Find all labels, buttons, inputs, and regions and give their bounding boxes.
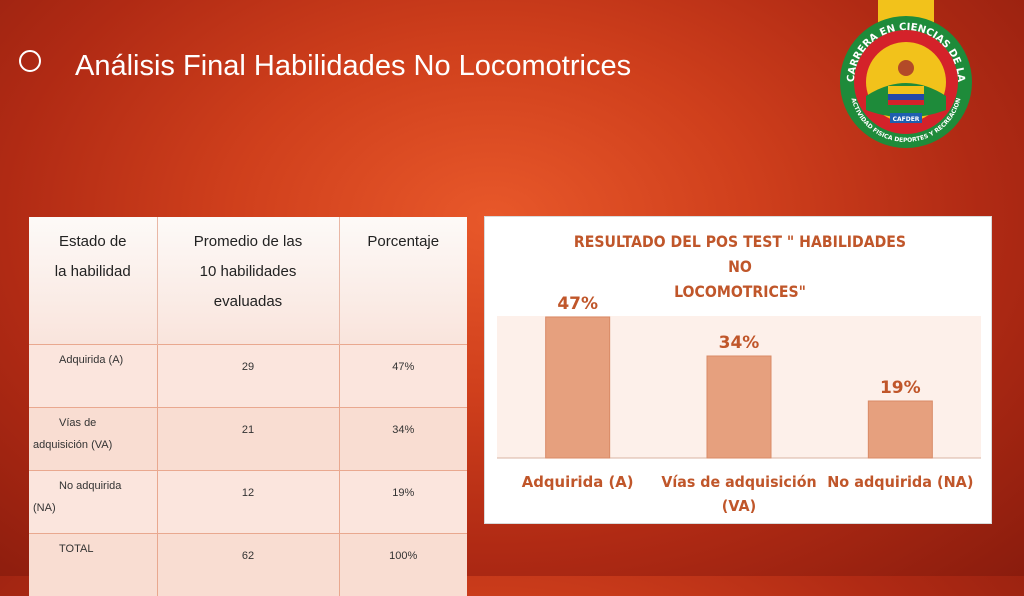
row-promedio: 29 bbox=[157, 345, 339, 408]
row-label: No adquirida (NA) bbox=[29, 471, 157, 534]
header-porcentaje: Porcentaje bbox=[339, 217, 467, 345]
cafder-logo: CARRERA EN CIENCIAS DE LA ACTIVIDAD FISI… bbox=[836, 0, 976, 150]
bar-chart: RESULTADO DEL POS TEST " HABILIDADES NO … bbox=[484, 216, 992, 524]
row-porcentaje: 47% bbox=[339, 345, 467, 408]
bar-1 bbox=[707, 356, 771, 458]
category-label-1: Vías de adquisición bbox=[661, 473, 816, 491]
row-porcentaje: 100% bbox=[339, 534, 467, 596]
bar-2 bbox=[868, 401, 932, 458]
data-label-0: 47% bbox=[557, 294, 598, 314]
table-row: Adquirida (A) 29 47% bbox=[29, 345, 467, 408]
logo-badge-text: CAFDER bbox=[893, 116, 920, 123]
chart-plot: 47% Adquirida (A) 34% Vías de adquisición (V… bbox=[485, 217, 991, 523]
table-row: TOTAL 62 100% bbox=[29, 534, 467, 596]
header-promedio: Promedio de las 10 habilidades evaluadas bbox=[157, 217, 339, 345]
row-promedio: 62 bbox=[157, 534, 339, 596]
category-label-1: (VA) bbox=[722, 497, 756, 515]
header-estado: Estado de la habilidad bbox=[29, 217, 157, 345]
row-label: Vías de adquisición (VA) bbox=[29, 408, 157, 471]
table-header-row: Estado de la habilidad Promedio de las 1… bbox=[29, 217, 467, 345]
row-promedio: 21 bbox=[157, 408, 339, 471]
row-promedio: 12 bbox=[157, 471, 339, 534]
table-row: No adquirida (NA) 12 19% bbox=[29, 471, 467, 534]
category-label-0: Adquirida (A) bbox=[522, 473, 634, 491]
bar-0 bbox=[546, 317, 610, 458]
title-bullet-icon bbox=[19, 50, 41, 72]
row-porcentaje: 19% bbox=[339, 471, 467, 534]
results-table: Estado de la habilidad Promedio de las 1… bbox=[29, 217, 467, 596]
data-label-1: 34% bbox=[719, 333, 760, 353]
data-label-2: 19% bbox=[880, 378, 921, 398]
row-label: TOTAL bbox=[29, 534, 157, 596]
table-row: Vías de adquisición (VA) 21 34% bbox=[29, 408, 467, 471]
category-label-2: No adquirida (NA) bbox=[827, 473, 973, 491]
row-porcentaje: 34% bbox=[339, 408, 467, 471]
row-label: Adquirida (A) bbox=[29, 345, 157, 408]
slide-title: Análisis Final Habilidades No Locomotric… bbox=[75, 50, 631, 83]
